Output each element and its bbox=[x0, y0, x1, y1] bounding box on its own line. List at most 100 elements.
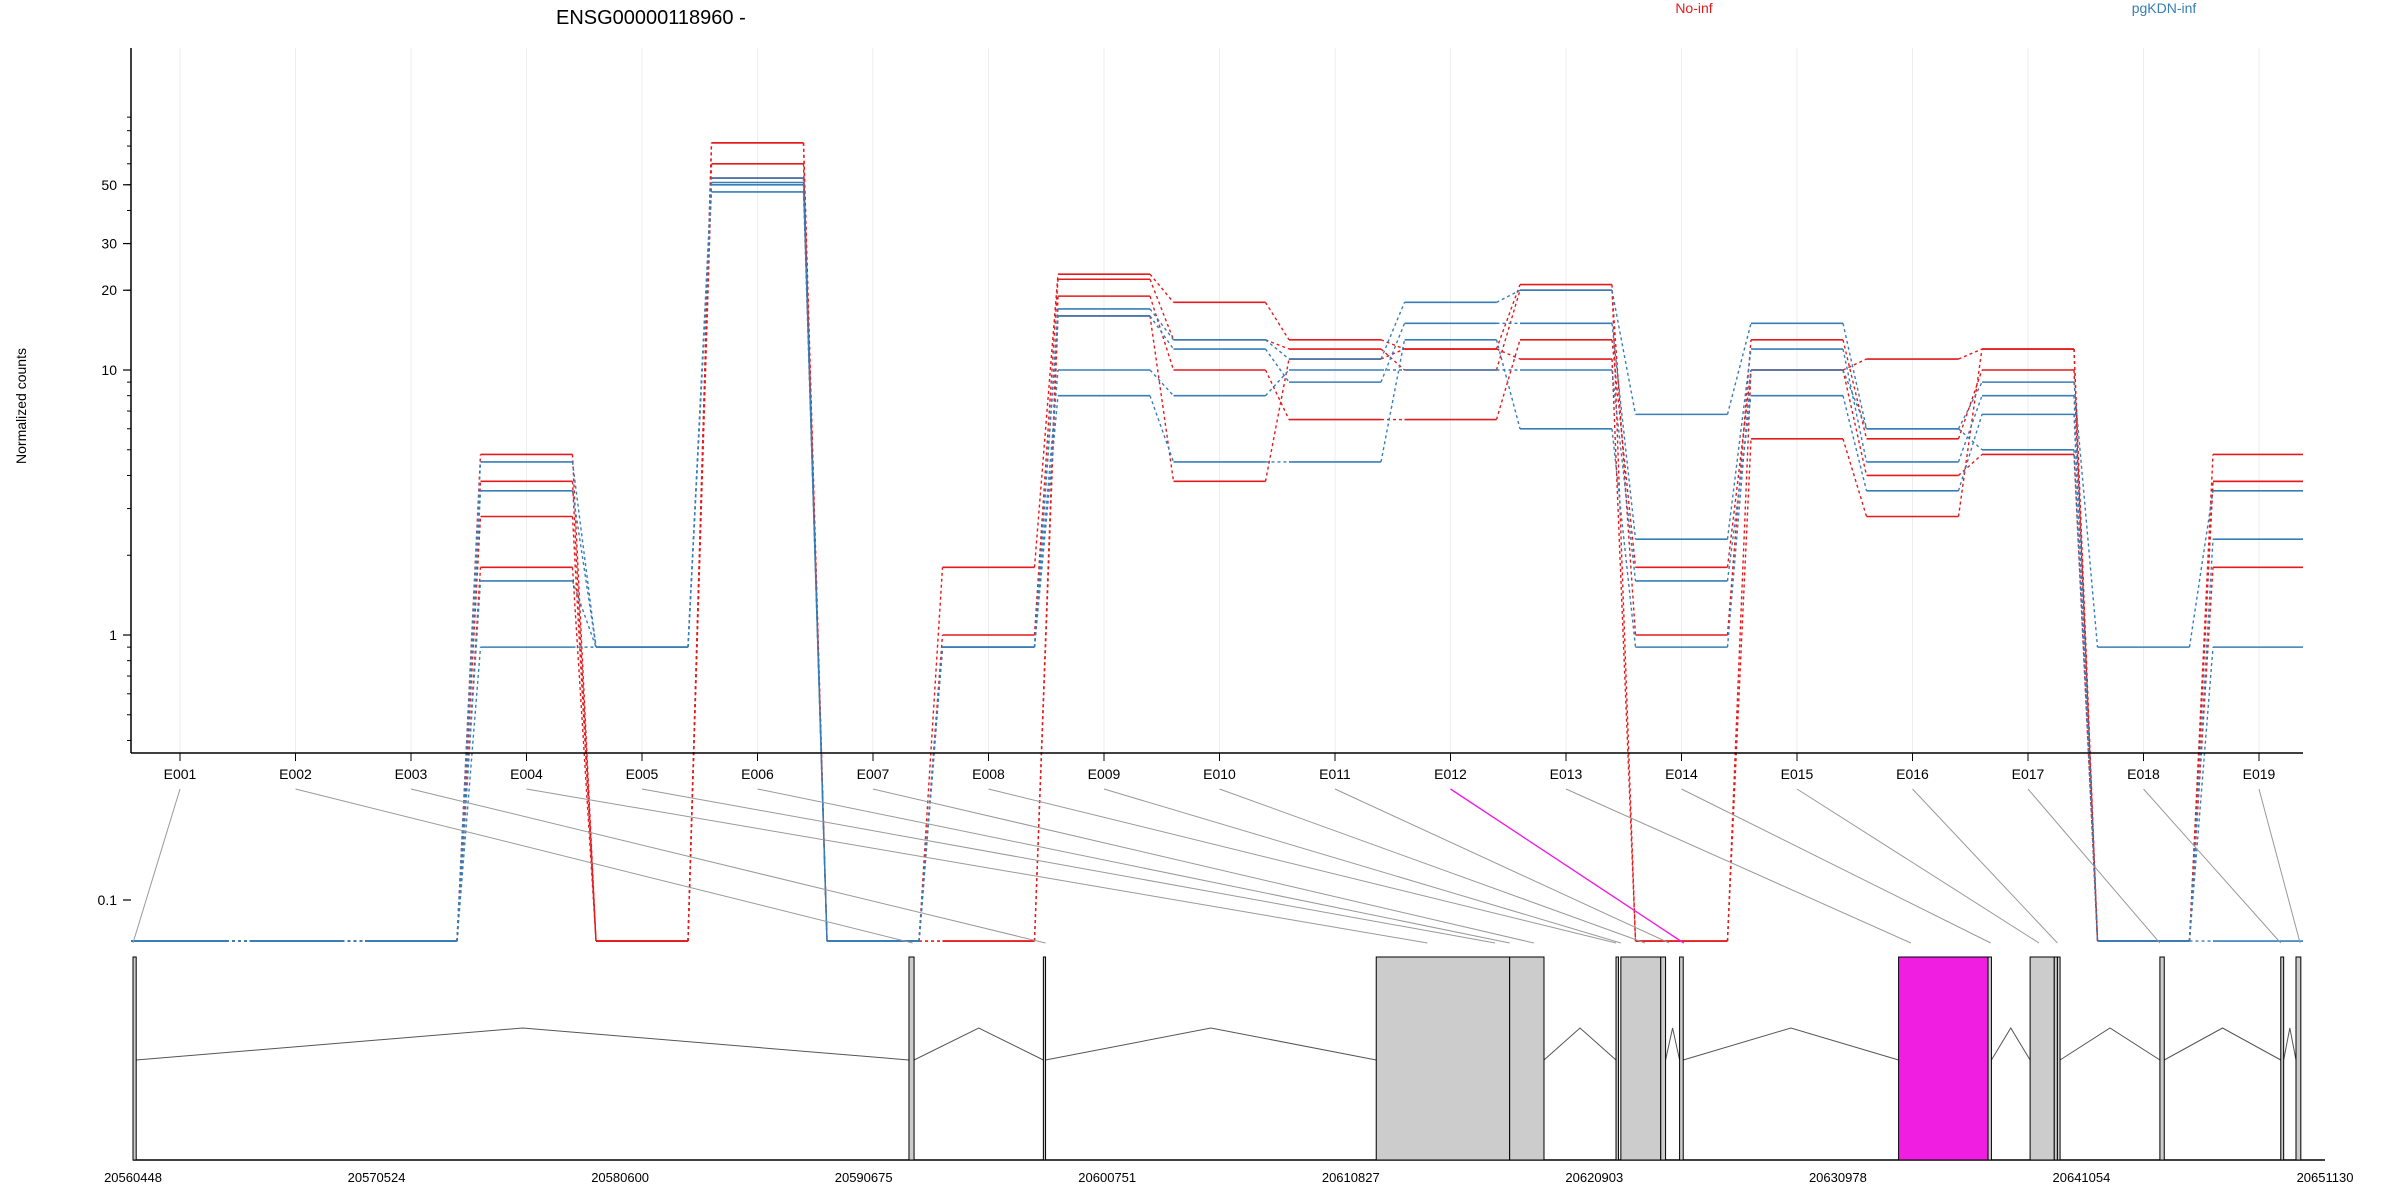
series-transition bbox=[1842, 395, 1868, 491]
exon-connector bbox=[1103, 788, 1622, 944]
exon-connector bbox=[641, 788, 1496, 944]
series-transition bbox=[1726, 339, 1752, 636]
intron-line bbox=[1045, 1027, 1377, 1061]
series-transition bbox=[1842, 348, 1868, 463]
series-transition bbox=[802, 142, 828, 942]
series-transition bbox=[918, 634, 944, 942]
series-transition bbox=[571, 567, 597, 942]
exon-box bbox=[908, 956, 915, 1161]
legend-no-inf: No-inf bbox=[1675, 0, 1712, 16]
x-tick-label: E002 bbox=[279, 766, 312, 782]
series-transition bbox=[1611, 284, 1637, 942]
series-transition bbox=[1495, 290, 1521, 371]
series-transition bbox=[571, 516, 597, 942]
exon-box bbox=[1660, 956, 1667, 1161]
x-tick-label: E015 bbox=[1781, 766, 1814, 782]
x-tick-label: E013 bbox=[1550, 766, 1583, 782]
series-transition bbox=[1033, 315, 1059, 648]
intron-line bbox=[2164, 1027, 2282, 1061]
x-tick-label: E008 bbox=[972, 766, 1005, 782]
series-transition bbox=[1842, 339, 1868, 439]
exon-box bbox=[1042, 956, 1047, 1161]
coordinate-label: 20610827 bbox=[1322, 1170, 1380, 1185]
intron-line bbox=[913, 1027, 1044, 1061]
coordinate-label: 20620903 bbox=[1565, 1170, 1623, 1185]
exon-box bbox=[132, 956, 137, 1161]
x-tick-label: E003 bbox=[395, 766, 428, 782]
series-transition bbox=[1380, 339, 1405, 350]
exon-connector bbox=[2258, 788, 2301, 944]
exon-connector bbox=[757, 788, 1510, 944]
exon-connector bbox=[1334, 788, 1670, 944]
series-transition bbox=[1726, 348, 1752, 540]
series-transition bbox=[1496, 348, 1521, 360]
series-transition bbox=[1495, 284, 1521, 350]
x-tick-label: E018 bbox=[2127, 766, 2160, 782]
series-transition bbox=[2188, 539, 2214, 942]
exon-box bbox=[2029, 956, 2055, 1161]
exon-box bbox=[1509, 956, 1545, 1161]
series-transition bbox=[1726, 323, 1752, 415]
exon-connector bbox=[1912, 788, 2058, 944]
series-transition bbox=[1957, 381, 1983, 430]
x-tick-label: E011 bbox=[1319, 766, 1351, 782]
coordinate-label: 20630978 bbox=[1809, 1170, 1867, 1185]
series-transition bbox=[1380, 339, 1406, 463]
exon-connector bbox=[1219, 788, 1646, 944]
coordinate-label: 20600751 bbox=[1078, 1170, 1136, 1185]
legend-pgkdn-inf: pgKDN-inf bbox=[2132, 0, 2197, 16]
coordinate-label: 20560448 bbox=[104, 1170, 162, 1185]
intron-line bbox=[136, 1027, 910, 1061]
series-transition bbox=[687, 178, 713, 648]
series-transition bbox=[1611, 323, 1637, 540]
series-transition bbox=[1033, 274, 1059, 568]
series-transition bbox=[687, 142, 713, 942]
exon-box bbox=[2295, 956, 2302, 1161]
series-transition bbox=[456, 461, 482, 942]
series-transition bbox=[571, 461, 597, 648]
exon-connector bbox=[1565, 788, 1912, 944]
coordinate-label: 20590675 bbox=[835, 1170, 893, 1185]
series-transition bbox=[1958, 348, 1983, 360]
exon-box bbox=[2159, 956, 2165, 1161]
series-transition bbox=[1611, 339, 1637, 568]
series-transition bbox=[687, 182, 713, 648]
series-transition bbox=[918, 567, 944, 942]
series-transition bbox=[1842, 323, 1868, 429]
x-tick-label: E006 bbox=[741, 766, 774, 782]
exon-connector bbox=[872, 788, 1534, 944]
intron-line bbox=[2283, 1027, 2297, 1061]
series-transition bbox=[1149, 279, 1175, 341]
series-transition bbox=[571, 490, 597, 648]
series-transition bbox=[1264, 369, 1290, 420]
exon-connector bbox=[1796, 788, 2040, 944]
series-transition bbox=[1495, 339, 1521, 420]
coordinate-label: 20651130 bbox=[2297, 1170, 2354, 1185]
x-tick-label: E016 bbox=[1896, 766, 1929, 782]
series-transition bbox=[1957, 348, 1983, 517]
series-transition bbox=[2188, 481, 2214, 942]
series-transition bbox=[1149, 315, 1175, 482]
series-transition bbox=[1726, 369, 1752, 648]
series-transition bbox=[1958, 453, 1983, 476]
series-transition bbox=[1264, 358, 1290, 482]
series-transition bbox=[687, 184, 713, 648]
exon-box bbox=[1375, 956, 1511, 1161]
intron-line bbox=[1665, 1027, 1681, 1061]
x-tick-label: E012 bbox=[1434, 766, 1467, 782]
series-transition bbox=[1611, 369, 1637, 581]
exon-box bbox=[2056, 956, 2061, 1161]
series-lines bbox=[131, 142, 2303, 942]
series-transition bbox=[1264, 301, 1290, 341]
y-tick-label: 10 bbox=[101, 362, 117, 378]
x-tick-label: E010 bbox=[1203, 766, 1236, 782]
series-transition bbox=[1033, 369, 1059, 648]
exon-connector bbox=[1450, 788, 1685, 944]
exon-connector bbox=[132, 788, 181, 944]
series-transition bbox=[2188, 490, 2214, 648]
y-tick-label: 20 bbox=[101, 282, 117, 298]
series-transition bbox=[1380, 302, 1406, 360]
x-tick-label: E019 bbox=[2243, 766, 2276, 782]
series-transition bbox=[1149, 273, 1175, 303]
